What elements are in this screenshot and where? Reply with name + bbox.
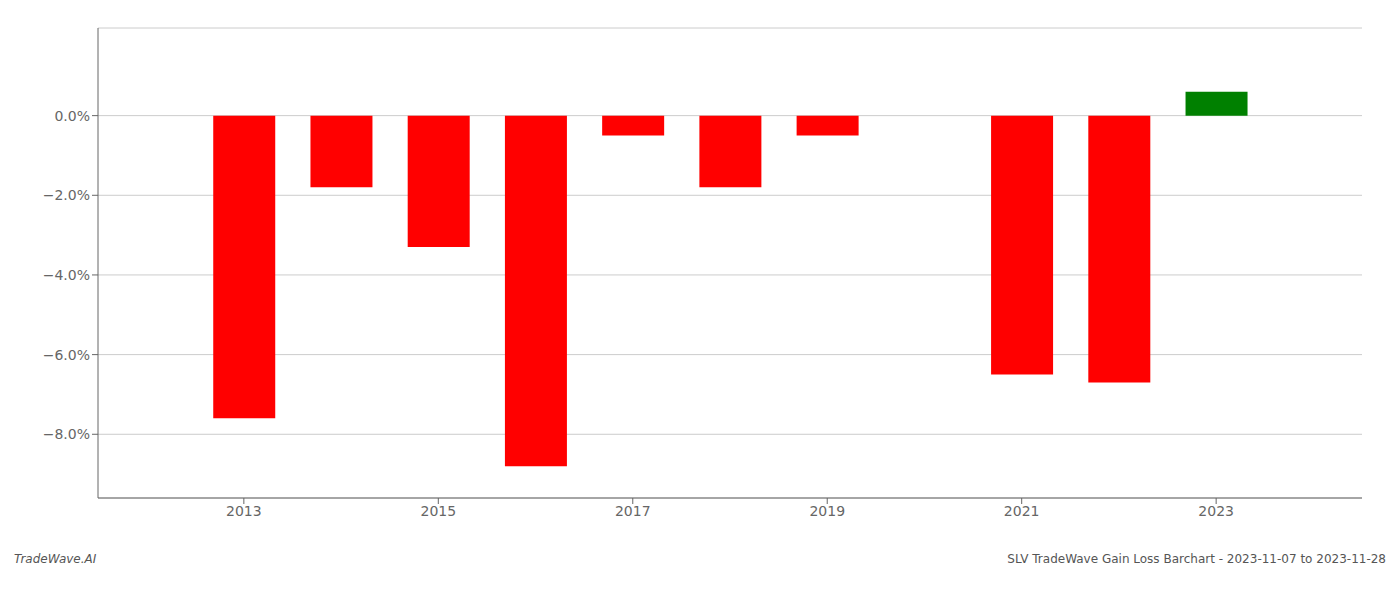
html-text:SLV TradeWave Gain Loss Barcha: SLV TradeWave Gain Loss Barchart - 2023-… xyxy=(1007,552,1386,566)
svg-text:0.0%: 0.0% xyxy=(54,108,90,124)
svg-text:2023: 2023 xyxy=(1198,503,1234,519)
html-text:TradeWave.AI: TradeWave.AI xyxy=(14,552,97,566)
svg-text:−4.0%: −4.0% xyxy=(43,267,90,283)
svg-text:−6.0%: −6.0% xyxy=(43,347,90,363)
svg-text:−8.0%: −8.0% xyxy=(43,426,90,442)
svg-text:−2.0%: −2.0% xyxy=(43,187,90,203)
svg-text:2017: 2017 xyxy=(615,503,651,519)
svg-text:2019: 2019 xyxy=(809,503,845,519)
svg-text:2013: 2013 xyxy=(226,503,262,519)
svg-text:2021: 2021 xyxy=(1004,503,1040,519)
svg-text:2015: 2015 xyxy=(420,503,456,519)
